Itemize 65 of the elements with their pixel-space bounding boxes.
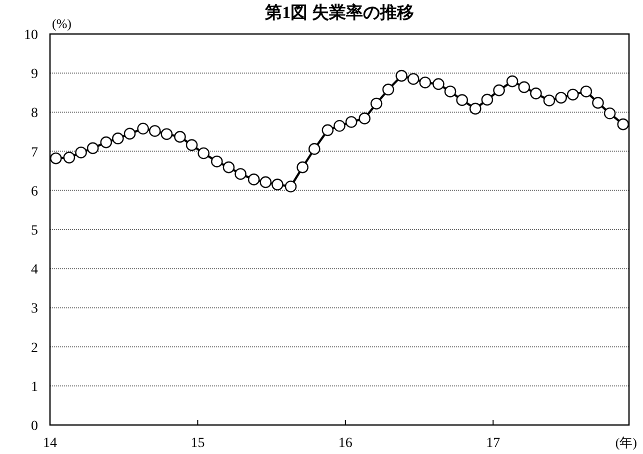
point: [198, 147, 210, 160]
point: [222, 161, 235, 174]
title: 第1図 失業率の推移: [265, 3, 414, 22]
point: [137, 122, 149, 135]
point: [543, 94, 556, 106]
y-tick-label: 2: [31, 340, 38, 356]
point: [518, 81, 530, 94]
x-tick-label: 14: [43, 436, 57, 451]
y-tick-label: 3: [31, 302, 38, 317]
point: [334, 120, 346, 132]
point: [160, 128, 173, 140]
point: [75, 146, 87, 158]
point: [124, 128, 136, 140]
point: [345, 116, 358, 128]
point: [432, 78, 444, 90]
point: [444, 86, 456, 98]
point: [604, 107, 616, 120]
y-tick-label: 7: [31, 145, 38, 160]
point: [456, 94, 468, 106]
point: [419, 76, 432, 88]
point: [407, 73, 420, 85]
y-tick-label: 5: [31, 224, 38, 238]
point: [370, 98, 382, 110]
point: [493, 84, 505, 96]
point: [617, 118, 629, 130]
point: [284, 180, 297, 192]
point: [100, 136, 112, 148]
x-tick-label: 17: [486, 436, 500, 451]
point: [86, 142, 99, 154]
point: [469, 102, 482, 115]
point: [260, 176, 272, 188]
point: [148, 125, 161, 137]
point: [186, 139, 198, 151]
point: [530, 88, 542, 100]
y-tick-label: 6: [31, 184, 38, 200]
point: [63, 152, 76, 164]
y-tick-label: 1: [31, 380, 38, 395]
ylabel: (%): [52, 16, 72, 31]
x-tick-label: 15: [190, 436, 205, 451]
point: [234, 168, 246, 180]
point: [272, 178, 284, 190]
y-tick-label: 9: [31, 67, 38, 82]
y-tick-label: 0: [31, 419, 38, 434]
point: [592, 96, 604, 109]
point: [211, 156, 223, 168]
y-tick-label: 8: [31, 106, 38, 122]
point: [506, 75, 518, 88]
point: [566, 88, 579, 101]
point: [358, 112, 371, 124]
point: [248, 174, 260, 186]
point: [296, 161, 308, 174]
xlabel: (年): [615, 435, 637, 450]
point: [322, 124, 334, 136]
x-tick-label: 16: [338, 436, 352, 451]
point: [555, 92, 567, 104]
point: [481, 94, 494, 106]
point: [580, 86, 592, 98]
point: [308, 143, 320, 155]
point: [382, 84, 394, 96]
y-tick-label: 4: [31, 262, 38, 278]
point: [396, 70, 408, 82]
point: [174, 130, 186, 143]
point: [112, 132, 124, 144]
y-tick-label: 10: [24, 28, 38, 43]
point: [50, 152, 62, 164]
